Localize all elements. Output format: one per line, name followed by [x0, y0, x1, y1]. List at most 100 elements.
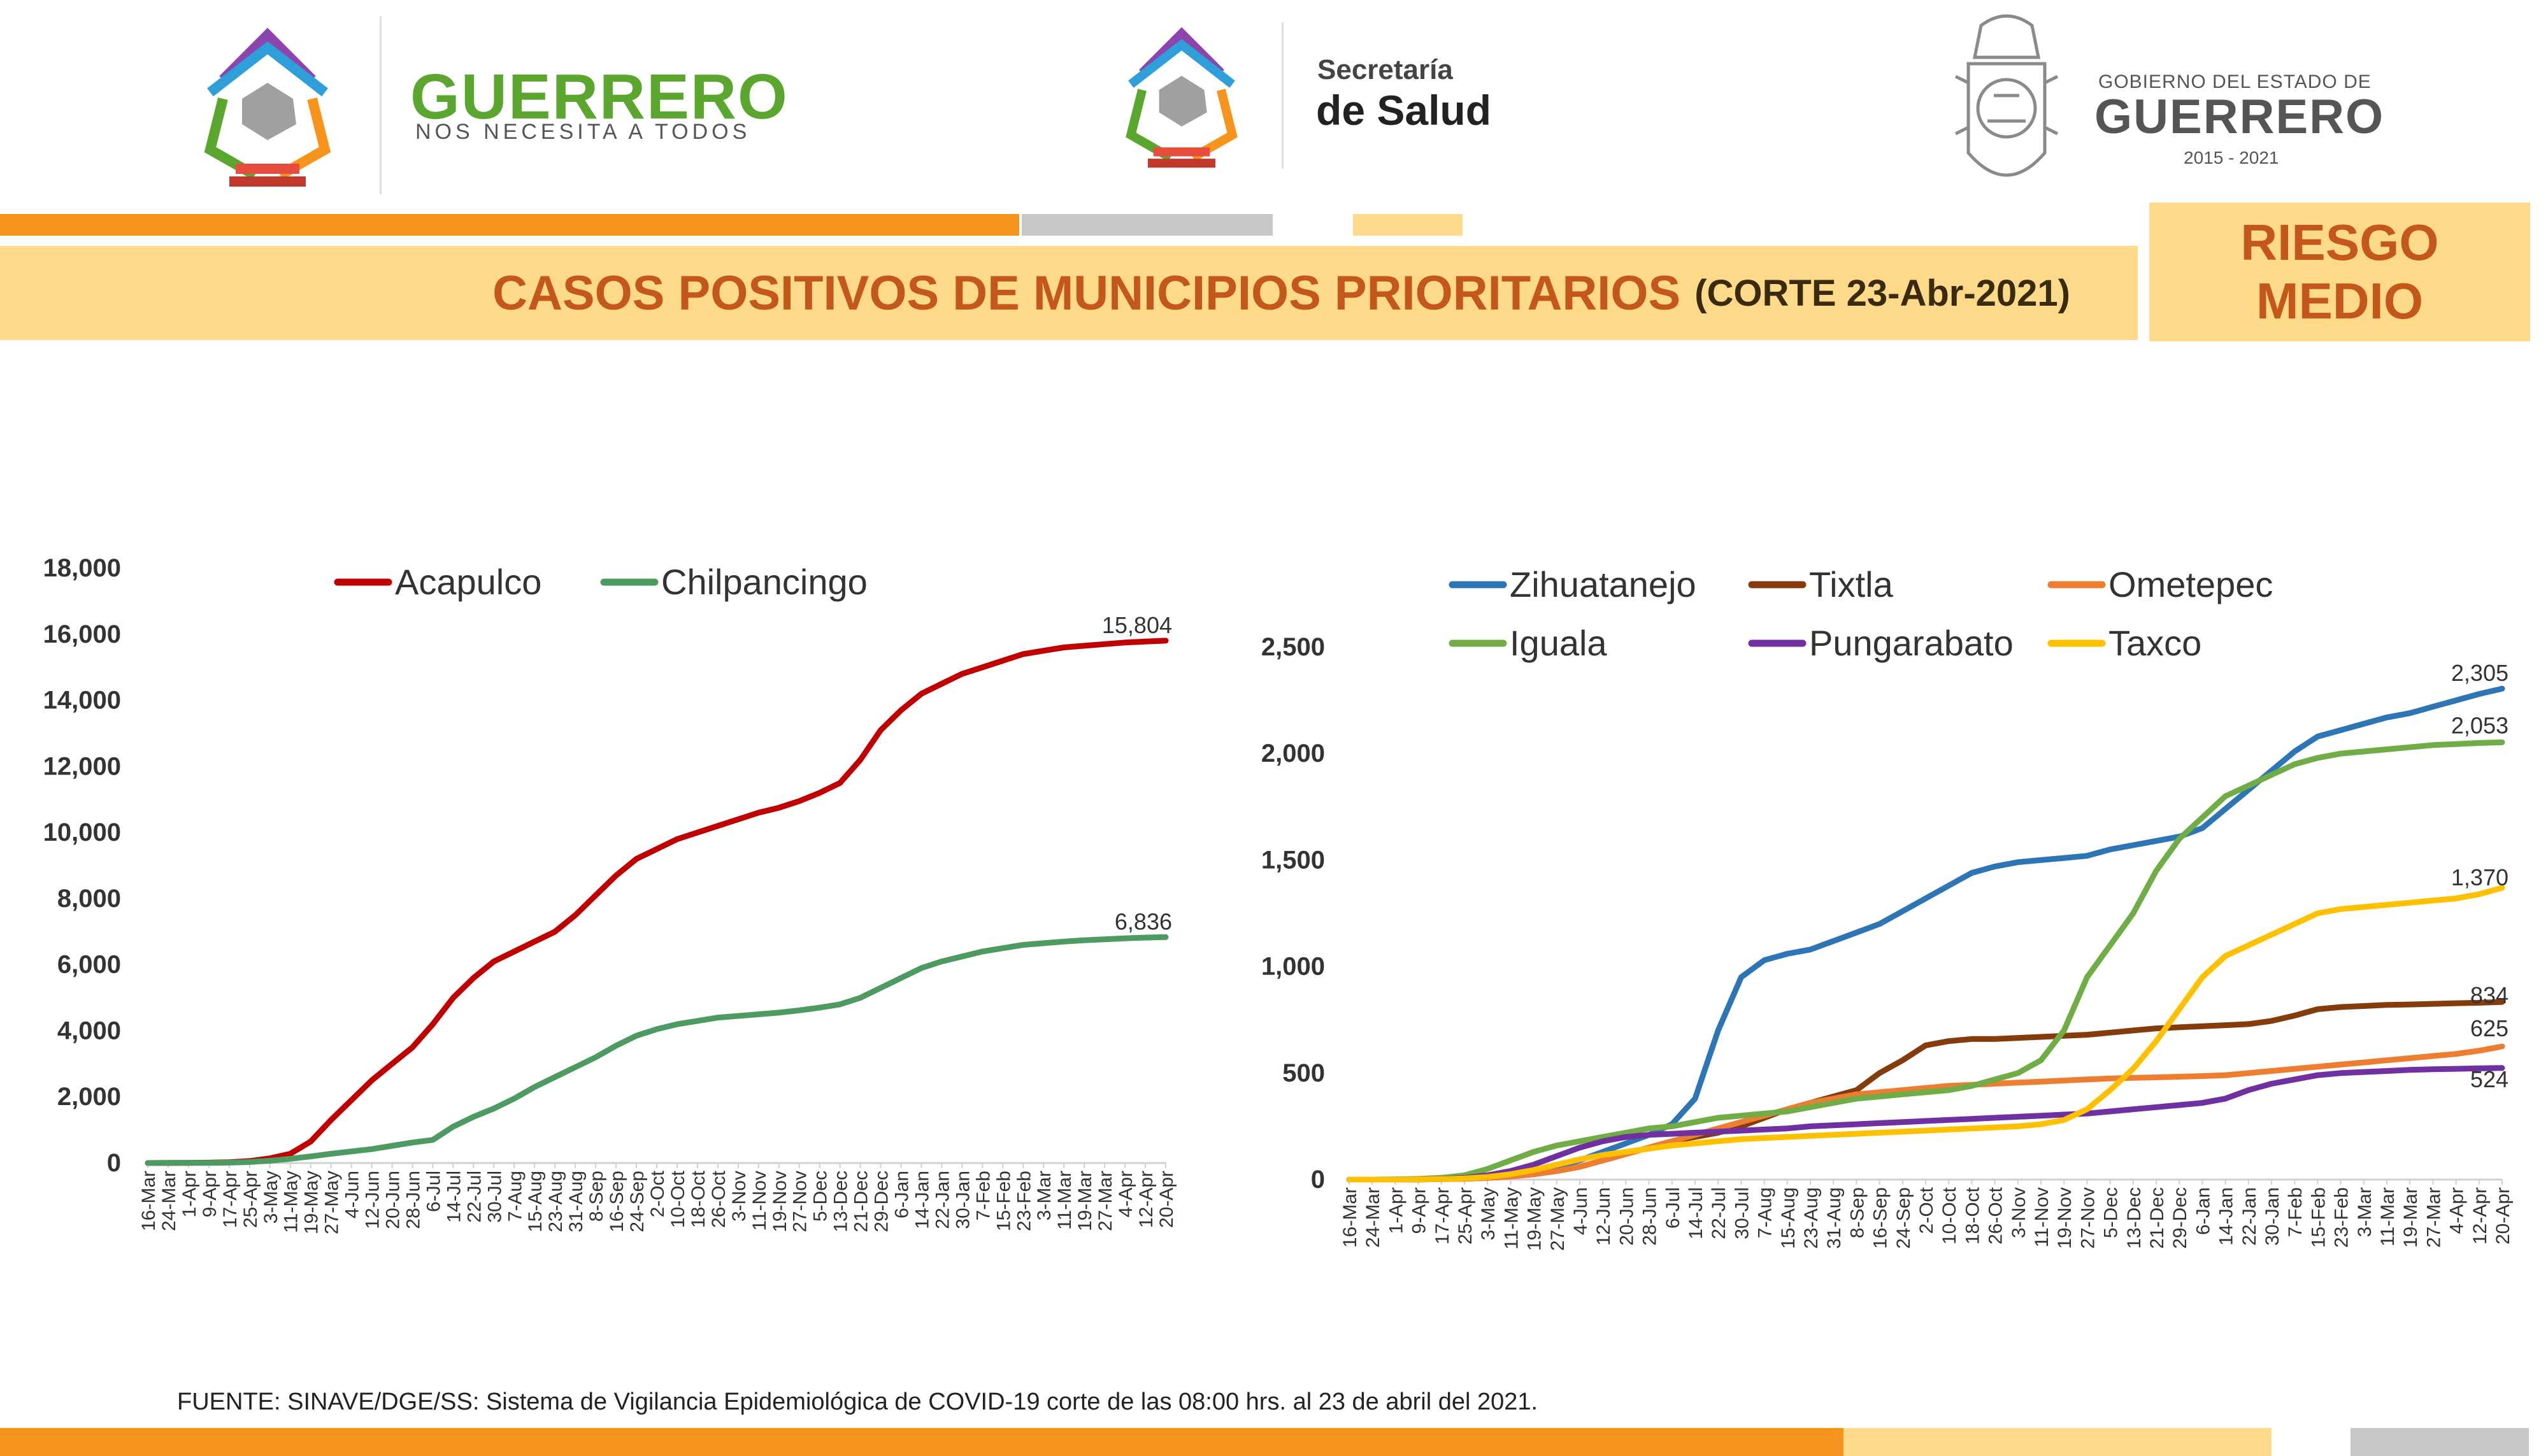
x-tick-label: 3-May	[261, 1171, 282, 1224]
x-tick-label: 9-Apr	[1409, 1187, 1430, 1234]
x-tick-label: 3-Nov	[729, 1171, 750, 1222]
x-tick-label: 5-Dec	[810, 1171, 831, 1222]
x-tick-label: 14-Jan	[2216, 1187, 2237, 1246]
x-tick-label: 20-Jun	[383, 1171, 404, 1229]
x-tick-label: 29-Dec	[2170, 1187, 2191, 1249]
y-tick-label: 12,000	[43, 752, 121, 780]
x-tick-label: 4-Apr	[2447, 1187, 2468, 1234]
state-seal-line1: GOBIERNO DEL ESTADO DE	[2098, 71, 2372, 92]
x-tick-label: 19-Nov	[2054, 1187, 2075, 1249]
x-tick-label: 4-Apr	[1115, 1171, 1136, 1217]
x-tick-label: 3-Mar	[2354, 1187, 2375, 1237]
x-tick-label: 10-Oct	[1939, 1187, 1960, 1245]
x-tick-label: 12-Apr	[1136, 1171, 1157, 1228]
x-tick-label: 15-Aug	[525, 1171, 546, 1232]
x-tick-label: 9-Apr	[199, 1171, 220, 1217]
legend-label: Acapulco	[395, 562, 541, 602]
legend-label: Chilpancingo	[661, 562, 868, 602]
x-tick-label: 15-Feb	[2308, 1187, 2329, 1248]
data-label-chilpancingo: 6,836	[1115, 908, 1172, 934]
x-tick-label: 19-Mar	[2400, 1187, 2421, 1248]
guerrero-logo-title: GUERRERO	[410, 61, 789, 132]
x-tick-label: 20-Apr	[1156, 1171, 1177, 1228]
x-tick-label: 14-Jul	[443, 1171, 464, 1223]
x-tick-label: 4-Jun	[342, 1171, 363, 1218]
bottom-orange-bar	[0, 1428, 1843, 1456]
x-tick-label: 11-Nov	[749, 1171, 770, 1231]
x-tick-label: 27-Mar	[1095, 1171, 1116, 1231]
guerrero-logo-subtitle: NOS NECESITA A TODOS	[415, 120, 751, 144]
legend-label: Tixtla	[1809, 564, 1894, 604]
title-main: CASOS POSITIVOS DE MUNICIPIOS PRIORITARI…	[492, 266, 1681, 320]
data-label-iguala: 2,053	[2451, 712, 2509, 738]
bottom-yellow-bar	[1843, 1428, 2272, 1456]
title-date: (CORTE 23-Abr-2021)	[1694, 272, 2070, 314]
data-label-pungarabato: 524	[2470, 1066, 2509, 1092]
salud-logo	[1108, 22, 1255, 169]
logo-divider	[380, 16, 382, 194]
x-tick-label: 21-Dec	[2147, 1187, 2168, 1249]
x-tick-label: 16-Mar	[1340, 1187, 1361, 1248]
risk-badge: RIESGO MEDIO	[2149, 203, 2530, 341]
series-line-pungarabato	[1346, 1065, 2505, 1183]
x-tick-label: 11-Mar	[1054, 1171, 1075, 1230]
state-seal-line2: GUERRERO	[2094, 90, 2385, 144]
state-seal	[1943, 6, 2070, 204]
top-gray-bar	[1022, 214, 1273, 236]
x-tick-label: 19-May	[1524, 1187, 1545, 1251]
legend-label: Ometepec	[2108, 564, 2273, 604]
x-tick-label: 31-Aug	[566, 1171, 587, 1232]
x-tick-label: 24-Mar	[159, 1171, 180, 1231]
x-tick-label: 14-Jan	[912, 1171, 933, 1229]
x-tick-label: 24-Sep	[1893, 1187, 1914, 1249]
x-tick-label: 5-Dec	[2101, 1187, 2122, 1238]
x-tick-label: 27-Mar	[2423, 1187, 2444, 1248]
x-tick-label: 28-Jun	[1640, 1187, 1661, 1246]
y-tick-label: 2,500	[1261, 633, 1325, 661]
state-seal-line3: 2015 - 2021	[2184, 148, 2279, 168]
y-tick-label: 1,500	[1261, 846, 1325, 874]
x-tick-label: 22-Jan	[2239, 1187, 2260, 1246]
x-tick-label: 26-Oct	[1986, 1187, 2007, 1245]
y-tick-label: 18,000	[43, 554, 121, 582]
x-tick-label: 27-May	[322, 1171, 343, 1234]
risk-line1: RIESGO	[2240, 214, 2439, 271]
x-tick-label: 6-Jul	[423, 1171, 444, 1212]
x-tick-label: 3-May	[1478, 1187, 1499, 1240]
x-tick-label: 27-May	[1547, 1187, 1568, 1251]
x-tick-label: 13-Dec	[2124, 1187, 2145, 1249]
data-label-taxco: 1,370	[2451, 864, 2509, 890]
x-tick-label: 23-Feb	[1013, 1171, 1034, 1231]
x-tick-label: 27-Nov	[790, 1171, 811, 1232]
page-title: CASOS POSITIVOS DE MUNICIPIOS PRIORITARI…	[0, 246, 2070, 340]
y-tick-label: 500	[1282, 1059, 1325, 1087]
x-tick-label: 19-Nov	[769, 1171, 791, 1232]
x-tick-label: 11-Mar	[2377, 1187, 2398, 1246]
x-tick-label: 24-Mar	[1363, 1187, 1384, 1248]
salud-star-emblem-icon	[1126, 27, 1238, 168]
legend-label: Pungarabato	[1809, 623, 2014, 663]
x-tick-label: 24-Sep	[627, 1171, 648, 1232]
x-tick-label: 16-Sep	[606, 1171, 627, 1232]
data-label-ometepec: 625	[2470, 1015, 2509, 1041]
x-tick-label: 12-Apr	[2470, 1187, 2491, 1245]
x-tick-label: 4-Jun	[1570, 1187, 1591, 1235]
legend-label: Zihuatanejo	[1510, 564, 1696, 604]
x-tick-label: 13-Dec	[831, 1171, 852, 1232]
x-tick-label: 7-Aug	[505, 1171, 526, 1222]
x-tick-label: 30-Jan	[2262, 1187, 2283, 1246]
y-tick-label: 6,000	[57, 951, 121, 979]
data-label-tixtla: 834	[2470, 982, 2509, 1008]
x-tick-label: 6-Jan	[2193, 1187, 2214, 1235]
x-tick-label: 31-Aug	[1824, 1187, 1845, 1249]
x-tick-label: 18-Oct	[688, 1170, 709, 1228]
x-tick-label: 10-Oct	[668, 1170, 689, 1228]
x-tick-label: 3-Nov	[2008, 1187, 2029, 1238]
y-tick-label: 0	[1311, 1166, 1325, 1194]
x-tick-label: 20-Apr	[2493, 1187, 2514, 1245]
salud-logo-line1: Secretaría	[1317, 54, 1453, 85]
legend-label: Iguala	[1510, 623, 1607, 663]
bottom-gray-bar	[2351, 1428, 2529, 1456]
series-line-zihuatanejo	[1346, 685, 2505, 1183]
series-line-iguala	[1346, 739, 2505, 1183]
